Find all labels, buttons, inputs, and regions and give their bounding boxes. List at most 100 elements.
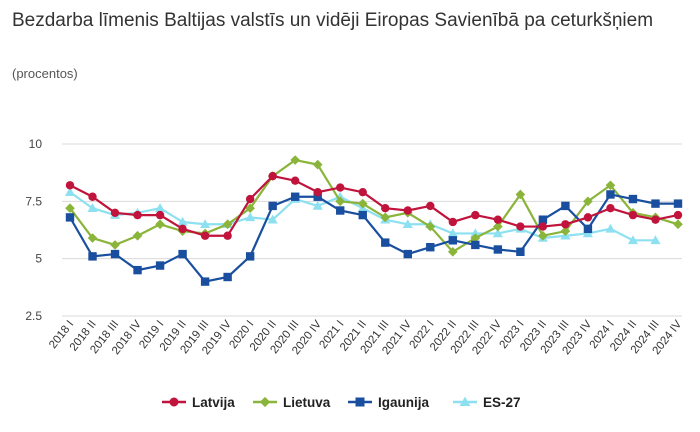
- data-point: [470, 233, 481, 243]
- data-point: [651, 199, 660, 208]
- data-point: [267, 214, 278, 224]
- data-point: [155, 219, 165, 230]
- series-line: [69, 175, 679, 237]
- data-point: [381, 238, 390, 247]
- legend-label: Lietuva: [283, 395, 331, 410]
- data-point: [155, 261, 165, 270]
- data-point: [87, 233, 98, 243]
- legend: Latvija Lietuva Igaunija ES-27: [162, 395, 521, 410]
- legend-label: Igaunija: [378, 395, 429, 410]
- legend-item-igaunija[interactable]: Igaunija: [348, 395, 429, 410]
- data-point: [627, 235, 639, 245]
- data-point: [65, 213, 75, 222]
- data-point: [516, 222, 525, 231]
- data-point: [312, 200, 323, 210]
- data-point: [493, 221, 503, 232]
- data-point: [65, 181, 75, 190]
- data-point: [357, 198, 368, 209]
- data-point: [583, 196, 593, 207]
- legend-label: ES-27: [483, 395, 521, 410]
- legend-item-lietuva[interactable]: Lietuva: [253, 395, 331, 410]
- data-point: [538, 215, 548, 224]
- data-point: [605, 180, 616, 191]
- data-point: [88, 192, 97, 201]
- data-point: [606, 204, 615, 213]
- data-point: [336, 183, 345, 192]
- data-point: [493, 215, 503, 224]
- data-point: [178, 249, 187, 259]
- legend-item-latvija[interactable]: Latvija: [162, 395, 235, 410]
- legend-swatch-marker: [355, 397, 365, 407]
- data-point: [335, 196, 346, 207]
- chart-title: Bezdarba līmenis Baltijas valstīs un vid…: [12, 10, 654, 31]
- data-point: [155, 210, 165, 220]
- data-point: [426, 243, 435, 252]
- data-point: [245, 194, 255, 204]
- data-point: [538, 222, 548, 231]
- data-point: [64, 187, 76, 196]
- data-point: [268, 201, 277, 211]
- data-point: [560, 226, 571, 236]
- data-point: [561, 201, 570, 211]
- data-point: [155, 203, 166, 212]
- data-point: [290, 176, 300, 185]
- data-point: [88, 252, 97, 261]
- data-point: [268, 171, 277, 181]
- data-point: [200, 219, 211, 229]
- data-point: [381, 204, 390, 213]
- y-tick-label: 10: [29, 137, 43, 151]
- data-point: [403, 249, 412, 259]
- series-igaunija: [65, 190, 683, 286]
- chart-subtitle: (procentos): [12, 66, 78, 81]
- data-point: [223, 231, 232, 240]
- data-point: [628, 194, 638, 204]
- data-point: [425, 221, 436, 232]
- data-point: [403, 206, 412, 215]
- data-point: [651, 215, 660, 224]
- data-point: [110, 240, 120, 250]
- data-point: [471, 240, 480, 250]
- data-point: [583, 224, 593, 234]
- data-point: [133, 265, 142, 275]
- data-point: [650, 235, 661, 245]
- legend-label: Latvija: [192, 395, 235, 410]
- y-tick-label: 5: [35, 252, 42, 266]
- data-point: [447, 246, 458, 257]
- data-point: [471, 210, 480, 220]
- series-lietuva: [65, 155, 683, 257]
- y-axis: 2.5 5 7.5 10: [25, 137, 42, 323]
- data-point: [561, 220, 570, 229]
- data-point: [426, 201, 435, 211]
- data-point: [448, 236, 458, 245]
- data-point: [290, 192, 300, 201]
- data-point: [492, 228, 503, 238]
- data-point: [402, 219, 413, 229]
- data-point: [313, 187, 322, 197]
- data-point: [313, 192, 322, 201]
- data-point: [673, 219, 683, 230]
- data-point: [515, 189, 526, 200]
- data-point: [448, 217, 458, 227]
- data-point: [606, 190, 615, 199]
- data-point: [447, 228, 458, 238]
- data-point: [673, 210, 683, 220]
- data-point: [628, 210, 638, 220]
- data-point: [470, 228, 481, 238]
- legend-swatch-marker: [459, 396, 471, 407]
- data-point: [605, 223, 616, 233]
- data-point: [200, 277, 210, 286]
- data-point: [200, 231, 210, 240]
- data-point: [245, 252, 255, 261]
- data-point: [177, 216, 188, 226]
- data-point: [245, 203, 255, 214]
- data-point: [358, 210, 367, 220]
- legend-item-es-27[interactable]: ES-27: [453, 395, 521, 410]
- series-layer: [64, 155, 683, 286]
- data-point: [538, 230, 548, 241]
- data-point: [110, 208, 120, 217]
- data-point: [110, 249, 120, 259]
- series-latvija: [65, 171, 683, 240]
- data-point: [583, 213, 593, 222]
